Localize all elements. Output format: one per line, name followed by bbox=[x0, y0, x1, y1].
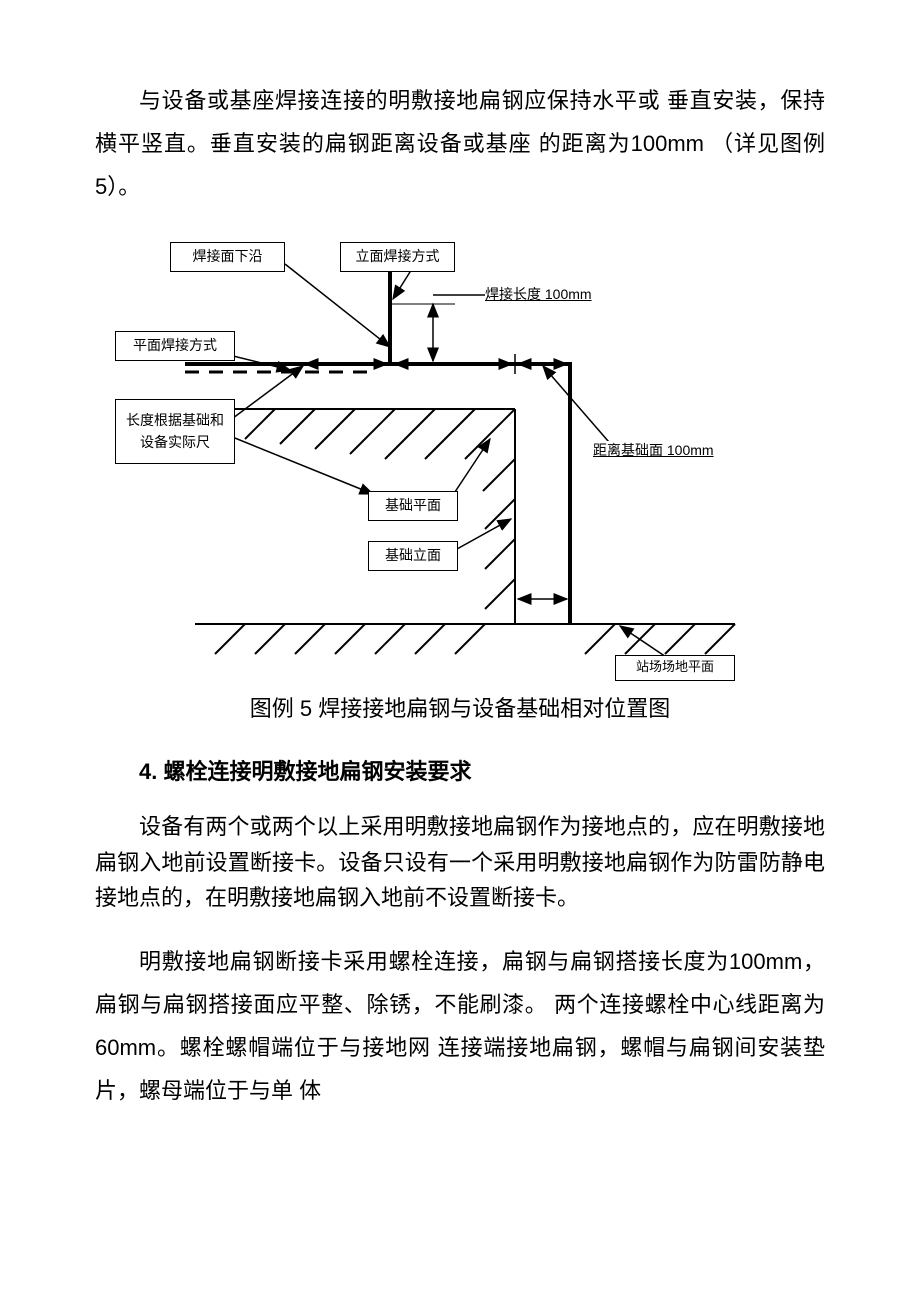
label-plane-weld: 平面焊接方式 bbox=[115, 331, 235, 361]
label-base-elevation: 基础立面 bbox=[368, 541, 458, 571]
paragraph-1: 与设备或基座焊接连接的明敷接地扁钢应保持水平或 垂直安装，保持横平竖直。垂直安装… bbox=[95, 80, 825, 209]
paragraph-2: 设备有两个或两个以上采用明敷接地扁钢作为接地点的，应在明敷接地扁钢入地前设置断接… bbox=[95, 809, 825, 915]
diagram-figure-5: 焊接面下沿 立面焊接方式 焊接长度 100mm 平面焊接方式 长度根据基础和设备… bbox=[115, 229, 755, 684]
label-weld-length: 焊接长度 100mm bbox=[485, 285, 592, 305]
paragraph-3: 明敷接地扁钢断接卡采用螺栓连接，扁钢与扁钢搭接长度为100mm，扁钢与扁钢搭接面… bbox=[95, 941, 825, 1113]
label-ground: 站场场地平面 bbox=[615, 655, 735, 681]
label-length-note: 长度根据基础和设备实际尺 bbox=[115, 399, 235, 464]
label-weld-underside: 焊接面下沿 bbox=[170, 242, 285, 272]
figure-caption: 图例 5 焊接接地扁钢与设备基础相对位置图 bbox=[95, 688, 825, 731]
label-base-plane: 基础平面 bbox=[368, 491, 458, 521]
section-heading-4: 4. 螺栓连接明敷接地扁钢安装要求 bbox=[95, 751, 825, 794]
label-elevation-weld: 立面焊接方式 bbox=[340, 242, 455, 272]
label-distance-base: 距离基础面 100mm bbox=[593, 441, 714, 461]
